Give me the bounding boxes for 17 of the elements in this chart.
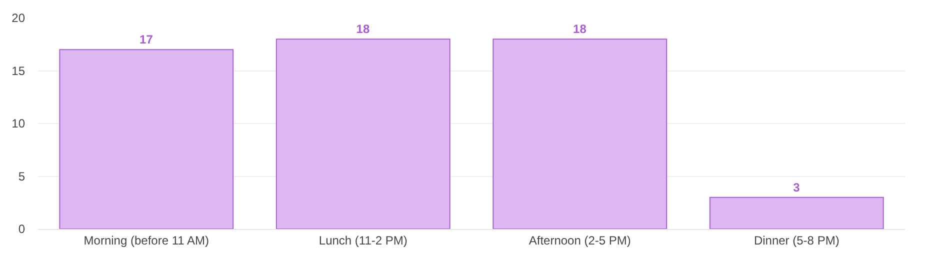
bar [276,38,450,229]
y-tick-label: 5 [18,169,26,184]
bar [59,49,234,229]
data-label: 18 [573,22,587,36]
x-tick-label: Afternoon (2-5 PM) [528,233,631,248]
y-tick-label: 0 [18,222,26,236]
bar [492,38,668,229]
data-label: 17 [140,32,154,47]
data-label: 18 [356,22,370,36]
x-tick-label: Dinner (5-8 PM) [754,233,840,248]
bar [709,196,884,229]
data-label: 3 [793,180,800,194]
y-tick-label: 20 [12,11,26,26]
y-tick-label: 10 [12,116,26,131]
x-tick-label: Lunch (11-2 PM) [318,233,408,248]
y-tick-label: 15 [12,64,26,78]
x-tick-label: Morning (before 11 AM) [84,233,209,248]
